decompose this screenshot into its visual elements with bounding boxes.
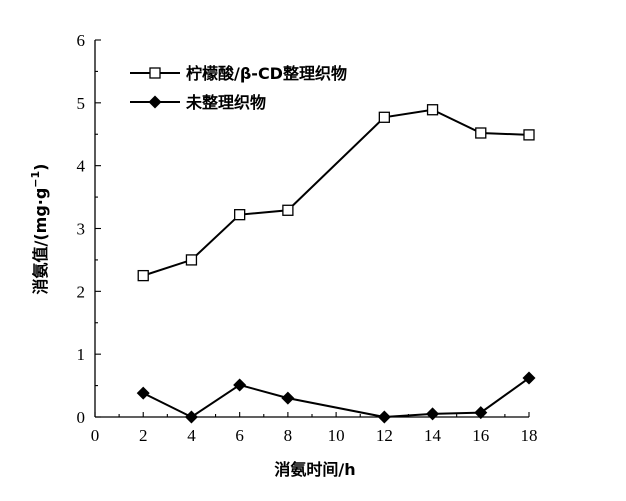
x-tick-label: 14 (424, 426, 442, 445)
data-point-square (234, 209, 246, 221)
y-tick-label: 3 (77, 220, 86, 239)
x-tick-label: 6 (235, 426, 244, 445)
legend-entry-2: 未整理织物 (130, 93, 266, 112)
x-tick-label: 10 (328, 426, 345, 445)
data-point-diamond (136, 386, 150, 400)
x-tick-label: 18 (521, 426, 538, 445)
x-tick-label: 8 (284, 426, 293, 445)
x-tick-label: 16 (472, 426, 489, 445)
y-ticks: 0 1 2 3 4 5 6 (77, 31, 101, 427)
series-layer (136, 104, 536, 424)
y-axis-title-superscript: −1 (29, 171, 42, 188)
data-point-diamond (426, 407, 440, 421)
y-axis-title-main: 消氨值/(mg·g (31, 188, 50, 295)
data-point-diamond (184, 410, 198, 424)
legend-marker-2 (148, 95, 162, 109)
legend-marker-1 (149, 67, 161, 79)
y-tick-label: 2 (77, 282, 86, 301)
data-point-square (282, 204, 294, 216)
y-axis-title-close: ) (31, 163, 50, 170)
x-tick-label: 2 (139, 426, 148, 445)
y-tick-label: 6 (77, 31, 86, 50)
data-point-diamond (377, 410, 391, 424)
y-tick-label: 1 (77, 345, 86, 364)
y-tick-label: 5 (77, 94, 86, 113)
x-tick-label: 12 (376, 426, 393, 445)
legend-label-2: 未整理织物 (185, 93, 266, 112)
data-point-square (523, 129, 535, 141)
legend-entry-1: 柠檬酸/β-CD整理织物 (130, 64, 347, 83)
y-tick-label: 4 (77, 157, 86, 176)
y-axis-title: 消氨值/(mg·g−1) (29, 163, 50, 294)
data-point-square (137, 269, 149, 282)
data-point-square (475, 127, 487, 139)
legend: 柠檬酸/β-CD整理织物 未整理织物 (130, 64, 347, 112)
data-point-diamond (281, 391, 295, 405)
y-tick-label: 0 (77, 408, 86, 427)
data-point-diamond (233, 378, 247, 392)
axes (94, 40, 529, 418)
series-1 (137, 104, 535, 282)
series-line-2 (142, 377, 530, 419)
legend-label-1: 柠檬酸/β-CD整理织物 (186, 64, 347, 83)
x-tick-label: 4 (187, 426, 196, 445)
x-tick-label: 0 (91, 426, 100, 445)
series-line-1 (142, 108, 530, 277)
x-ticks: 0 2 4 6 8 10 12 14 16 18 (91, 412, 538, 445)
data-point-square (185, 254, 198, 266)
data-point-diamond (474, 406, 488, 420)
x-axis-title: 消氨时间/h (274, 460, 355, 479)
data-point-square (378, 111, 390, 123)
data-point-diamond (522, 371, 536, 385)
series-2 (136, 371, 536, 424)
data-point-square (426, 104, 439, 116)
